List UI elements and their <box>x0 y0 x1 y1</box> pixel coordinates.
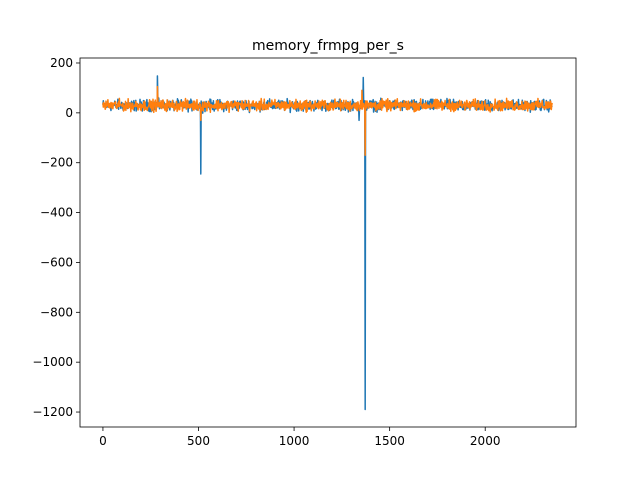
y-tick-label: −200 <box>40 156 73 170</box>
chart-title: memory_frmpg_per_s <box>252 38 404 54</box>
x-tick-label: 500 <box>187 434 210 448</box>
x-tick-label: 1000 <box>279 434 310 448</box>
axes-layer: 0 500 1000 1500 20002000−200−400−600−800−100… <box>32 56 577 448</box>
y-tick-label: 200 <box>50 56 73 70</box>
x-tick-label: 0 <box>99 434 107 448</box>
plot-frame <box>79 57 577 428</box>
y-tick-label: −400 <box>40 206 73 220</box>
y-tick-label: 0 <box>65 106 73 120</box>
y-tick-label: −800 <box>40 305 73 319</box>
series-line-2 <box>102 85 553 156</box>
y-tick-label: −600 <box>40 255 73 269</box>
y-tick-label: −1200 <box>32 405 73 419</box>
x-tick-label: 2000 <box>470 434 501 448</box>
x-tick-label: 1500 <box>374 434 405 448</box>
y-tick-label: −1000 <box>32 355 73 369</box>
series-layer <box>102 75 553 411</box>
